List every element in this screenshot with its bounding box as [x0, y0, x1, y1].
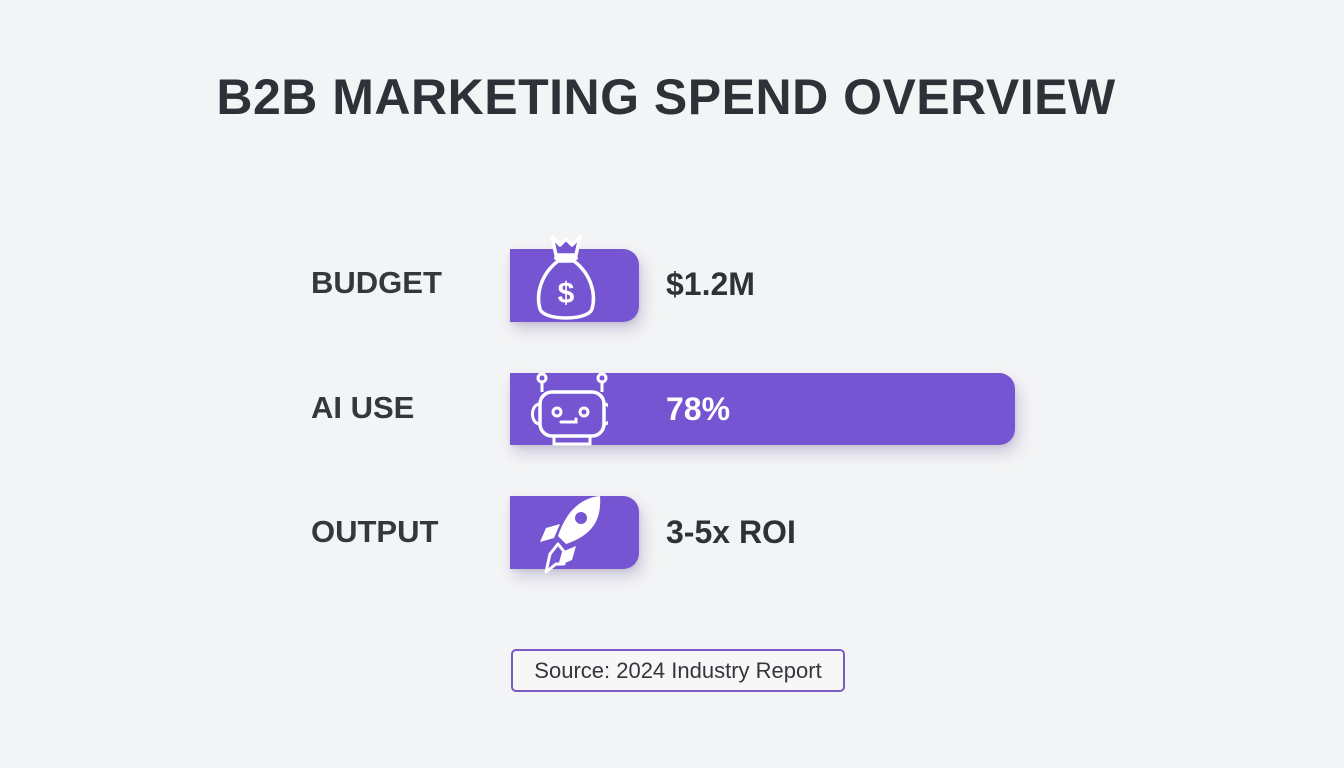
- rocket-icon: [540, 496, 601, 574]
- value-budget: $1.2M: [666, 266, 755, 302]
- svg-text:$: $: [558, 277, 575, 310]
- robot-icon: [531, 372, 608, 446]
- row-label-ai-use: AI USE: [311, 390, 415, 425]
- money-bag-icon: $: [536, 235, 596, 320]
- page-title: B2B MARKETING SPEND OVERVIEW: [216, 69, 1116, 125]
- row-label-budget: BUDGET: [311, 265, 442, 300]
- source-badge: Source: 2024 Industry Report: [511, 649, 845, 692]
- row-label-output: OUTPUT: [311, 514, 439, 549]
- value-output: 3-5x ROI: [666, 514, 796, 550]
- bar-ai-use: [510, 373, 1015, 445]
- value-ai-use: 78%: [666, 391, 731, 427]
